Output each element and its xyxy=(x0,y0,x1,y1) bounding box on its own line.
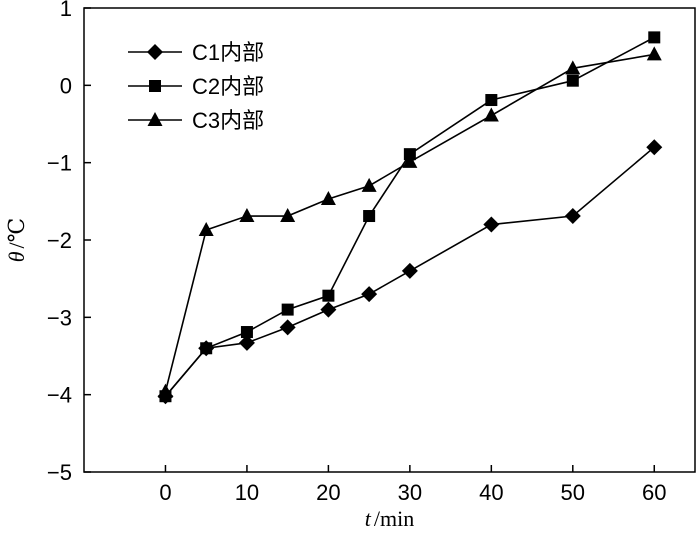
data-point xyxy=(483,107,499,122)
series-layer xyxy=(157,31,663,405)
series-diamond xyxy=(157,139,663,405)
data-point xyxy=(361,177,377,192)
y-axis-variable: θ xyxy=(4,251,29,262)
data-point xyxy=(280,208,296,223)
data-point xyxy=(239,208,255,223)
legend: C1内部 C2内部 C3内部 xyxy=(128,40,264,133)
data-point xyxy=(566,74,579,87)
x-tick-label: 60 xyxy=(642,480,666,505)
plot-border xyxy=(83,7,696,473)
data-point xyxy=(648,31,661,44)
y-tick-label: −3 xyxy=(47,305,72,330)
data-point xyxy=(565,60,581,75)
series-line xyxy=(164,146,655,397)
x-tick-label: 40 xyxy=(479,480,503,505)
series-line xyxy=(164,36,655,397)
y-tick-label: −2 xyxy=(47,228,72,253)
legend-item: C2内部 xyxy=(128,74,264,99)
x-tick-label: 30 xyxy=(398,480,422,505)
legend-marker xyxy=(149,80,161,92)
y-tick-label: −5 xyxy=(47,460,72,485)
data-point xyxy=(363,210,376,223)
legend-label: C3内部 xyxy=(192,108,264,133)
x-axis-variable: t xyxy=(365,506,372,531)
data-point xyxy=(198,221,214,236)
data-point xyxy=(240,326,253,339)
legend-label: C1内部 xyxy=(192,40,264,65)
y-tick-label: 0 xyxy=(60,73,72,98)
legend-label: C2内部 xyxy=(192,74,264,99)
legend-marker xyxy=(147,44,163,60)
x-tick-label: 10 xyxy=(235,480,259,505)
data-point xyxy=(200,342,213,355)
x-tick-label: 20 xyxy=(316,480,340,505)
y-tick-label: 1 xyxy=(60,0,72,21)
data-point xyxy=(279,319,296,336)
data-point xyxy=(361,286,378,303)
data-point xyxy=(646,139,663,156)
data-point xyxy=(322,289,335,302)
data-point xyxy=(157,383,173,398)
x-axis: 0 10 20 30 40 50 60 xyxy=(159,465,667,505)
x-axis-unit: /min xyxy=(374,506,414,531)
data-point xyxy=(646,46,662,61)
legend-item: C3内部 xyxy=(128,108,264,133)
legend-item: C1内部 xyxy=(128,40,264,65)
data-point xyxy=(402,153,418,168)
y-axis-unit: /℃ xyxy=(4,218,29,249)
data-point xyxy=(564,208,581,225)
y-axis-title: θ /℃ xyxy=(4,218,29,263)
x-tick-label: 0 xyxy=(159,480,171,505)
data-point xyxy=(483,216,500,233)
x-tick-label: 50 xyxy=(561,480,585,505)
data-point xyxy=(320,191,336,206)
data-point xyxy=(281,303,294,316)
data-point xyxy=(320,301,337,318)
data-point xyxy=(401,262,418,279)
y-tick-label: −4 xyxy=(47,383,72,408)
y-axis: −5 −4 −3 −2 −1 0 1 xyxy=(47,0,91,485)
x-axis-title: t/min xyxy=(365,506,414,531)
series-line xyxy=(164,53,655,392)
series-triangle xyxy=(157,46,662,398)
plot-area xyxy=(83,7,696,473)
y-tick-label: −1 xyxy=(47,151,72,176)
legend-marker xyxy=(147,112,163,126)
data-point xyxy=(238,334,255,351)
data-point xyxy=(485,94,498,107)
